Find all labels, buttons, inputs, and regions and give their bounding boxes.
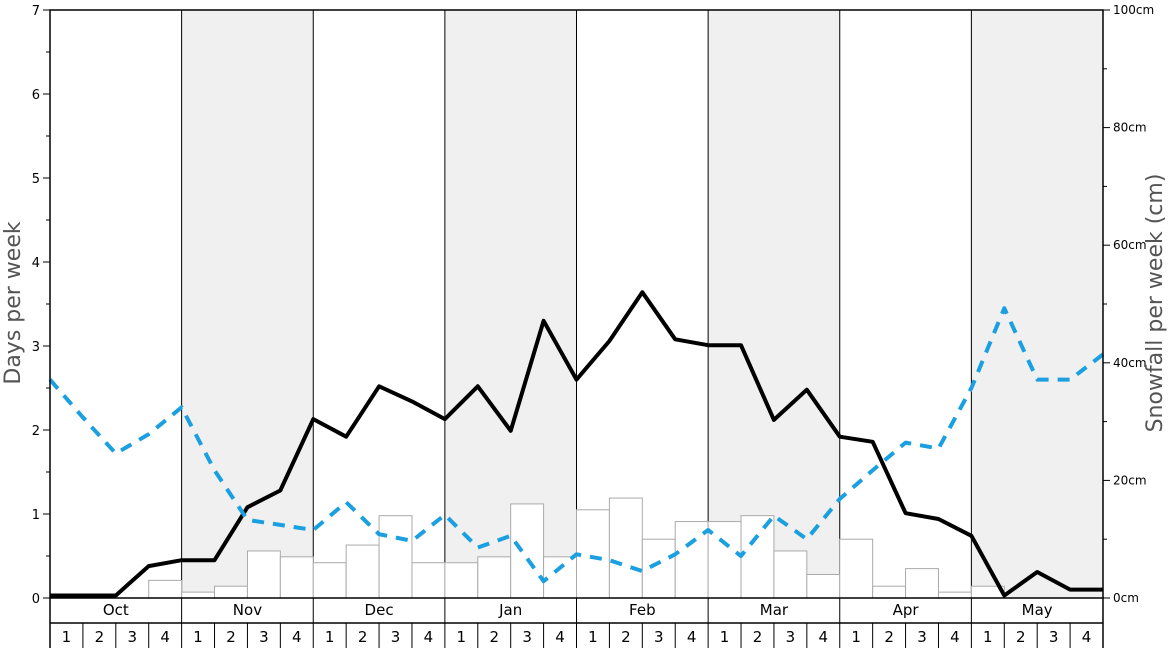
snowfall-bar	[148, 579, 183, 599]
dashed-series-line	[48, 306, 1105, 584]
snowfall-bar	[608, 497, 643, 599]
snowfall-bar	[937, 591, 972, 599]
month-label: Nov	[233, 601, 262, 619]
week-label: 3	[654, 628, 664, 646]
month-dividers	[181, 10, 972, 648]
y-left-tick-label: 6	[32, 88, 40, 103]
y-left-tick-label: 7	[32, 4, 40, 19]
y-left-tick-label: 3	[32, 340, 40, 355]
snowfall-bar	[773, 550, 808, 599]
y-right-tick-label: 20cm	[1113, 473, 1147, 487]
snowfall-bar	[576, 509, 610, 599]
snowfall-bar	[444, 562, 479, 599]
week-label: 3	[259, 628, 269, 646]
snowfall-bar	[543, 556, 577, 599]
week-label: 4	[424, 628, 434, 646]
week-label: 1	[193, 628, 203, 646]
solid-series-line	[50, 290, 1103, 598]
week-label: 1	[62, 628, 72, 646]
week-label: 2	[358, 628, 368, 646]
y-right-tick-label: 0cm	[1113, 591, 1139, 605]
week-label: 2	[226, 628, 236, 646]
snowfall-bar	[510, 503, 545, 599]
week-label: 2	[621, 628, 631, 646]
week-label: 4	[555, 628, 565, 646]
week-label: 2	[884, 628, 894, 646]
week-label: 3	[522, 628, 532, 646]
snowfall-bar	[181, 591, 216, 599]
snowfall-bar	[411, 562, 446, 599]
month-label: Oct	[103, 601, 129, 619]
snowfall-bars	[148, 497, 1005, 599]
month-shading	[181, 10, 1103, 598]
axes: 0 1 2 3 4 5 6 7 0cm 20cm 40cm 60cm 80cm 100cm	[32, 3, 1154, 607]
snowfall-bar	[674, 521, 709, 599]
snowfall-bar	[839, 538, 874, 599]
snowfall-bar	[872, 585, 907, 599]
week-label: 3	[1049, 628, 1059, 646]
month-label: Feb	[629, 601, 656, 619]
month-label: Jan	[498, 601, 522, 619]
snowfall-bar	[707, 521, 742, 599]
week-label: 4	[950, 628, 960, 646]
snowfall-bar	[477, 556, 512, 599]
week-label: 4	[160, 628, 170, 646]
snowfall-bar	[312, 562, 347, 599]
week-label: 1	[457, 628, 467, 646]
snowfall-bar	[345, 544, 380, 599]
data-lines	[48, 290, 1105, 598]
week-label: 2	[753, 628, 763, 646]
week-label: 1	[983, 628, 993, 646]
y-left-tick-label: 0	[32, 592, 40, 607]
snowfall-bar	[641, 538, 676, 599]
week-label: 3	[391, 628, 401, 646]
month-label: Mar	[760, 601, 789, 619]
snowfall-bar	[246, 550, 281, 599]
snowfall-bar	[279, 556, 314, 599]
y-left-tick-label: 2	[32, 424, 40, 439]
month-shade-nov	[181, 10, 314, 598]
week-label: 1	[325, 628, 335, 646]
y-right-tick-label: 60cm	[1113, 238, 1147, 252]
y-right-tick-label: 80cm	[1113, 121, 1147, 135]
month-shade-may	[971, 10, 1103, 598]
y-right-tick-label: 40cm	[1113, 356, 1147, 370]
month-label: May	[1022, 601, 1053, 619]
y-left-tick-label: 4	[32, 256, 40, 271]
month-shade-jan	[444, 10, 577, 598]
week-label: 2	[95, 628, 105, 646]
week-label: 4	[292, 628, 302, 646]
x-axis-labels: Oct Nov Dec Jan Feb Mar Apr May 1 2 3 4 1 2 3 4 1 2 3 4 1 2 3 4…	[49, 598, 1104, 648]
snowfall-bar	[378, 515, 413, 599]
month-shade-mar	[708, 10, 840, 598]
week-label: 1	[851, 628, 861, 646]
snowfall-bar	[905, 568, 939, 599]
week-label: 3	[786, 628, 796, 646]
week-label: 4	[819, 628, 829, 646]
week-label: 2	[1016, 628, 1026, 646]
snowfall-bar	[214, 585, 248, 599]
y-left-tick-label: 1	[32, 508, 40, 523]
week-label: 1	[588, 628, 598, 646]
month-label: Dec	[365, 601, 394, 619]
y-axis-left-title: Days per week	[1, 221, 26, 384]
y-axis-right-title: Snowfall per week (cm)	[1143, 174, 1168, 433]
month-label: Apr	[893, 601, 920, 619]
snowfall-bar	[740, 515, 775, 599]
week-label: 3	[917, 628, 927, 646]
week-label: 3	[127, 628, 137, 646]
week-label: 1	[720, 628, 730, 646]
week-label: 2	[489, 628, 499, 646]
y-left-tick-label: 5	[32, 172, 40, 187]
week-label: 4	[687, 628, 697, 646]
week-label: 4	[1082, 628, 1092, 646]
snowfall-bar	[806, 573, 841, 599]
y-right-tick-label: 100cm	[1113, 3, 1154, 17]
